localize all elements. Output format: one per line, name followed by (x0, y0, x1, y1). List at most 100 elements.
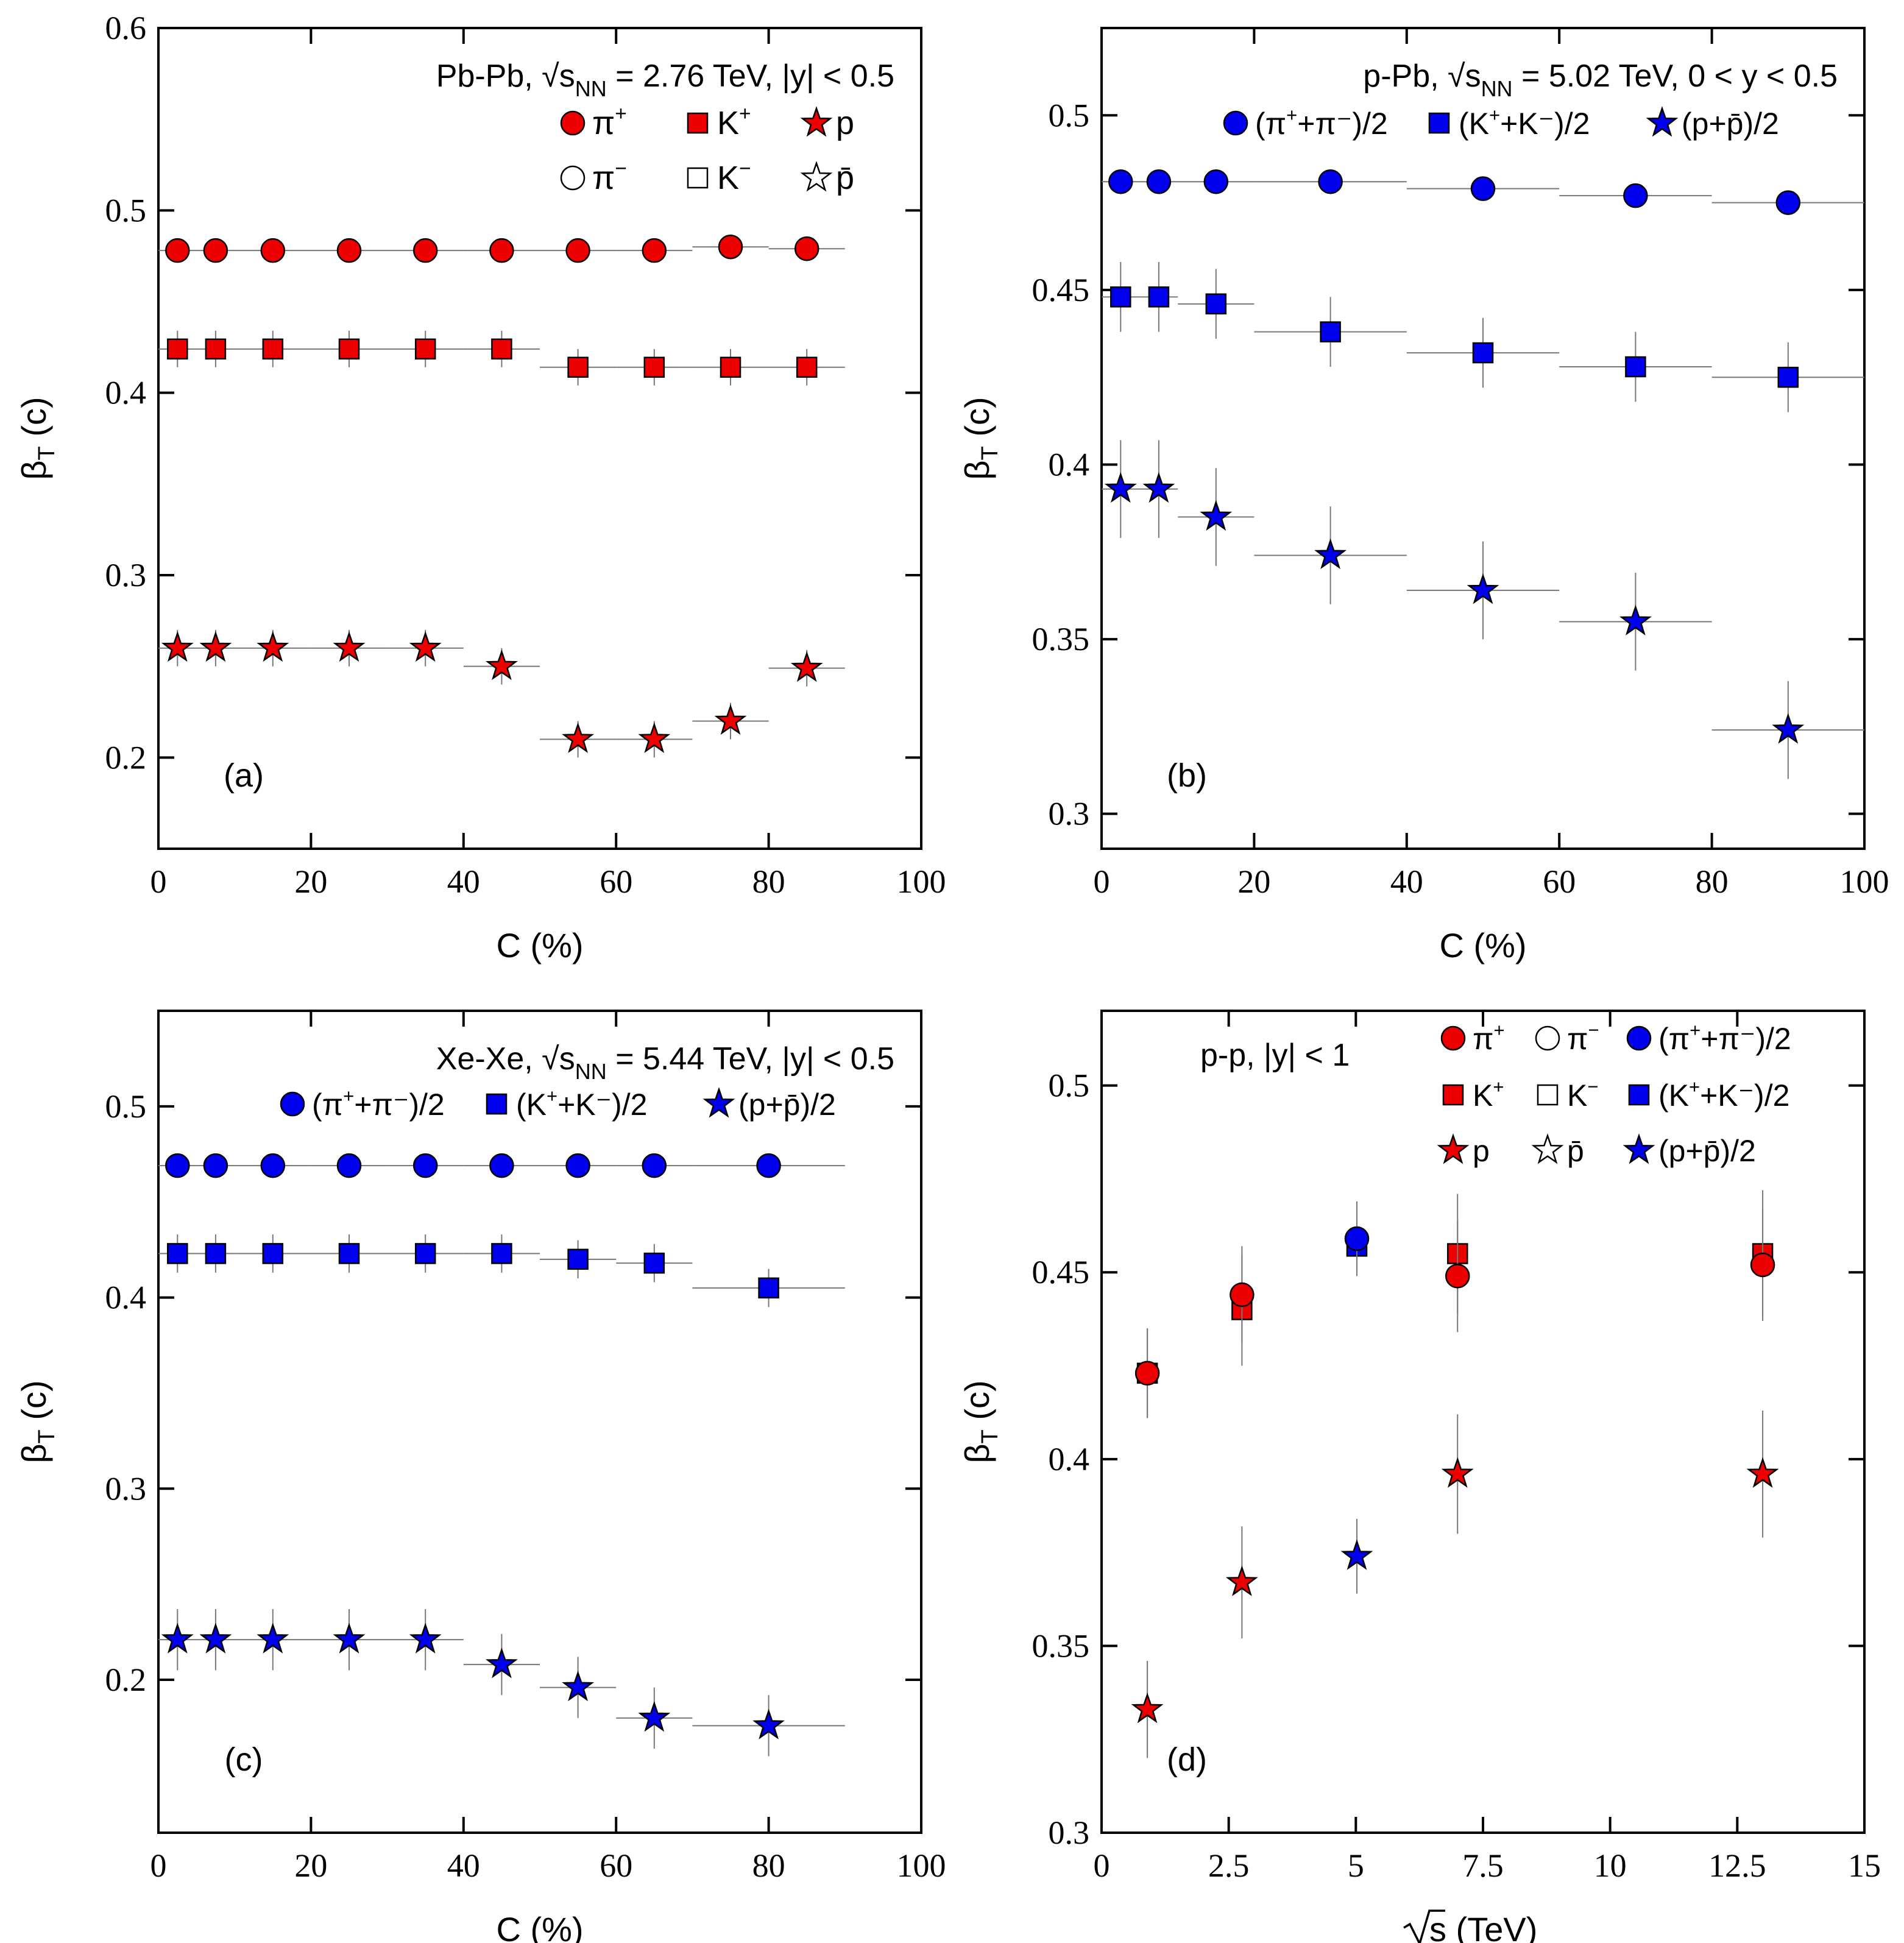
y-tick-label: 0.6 (105, 10, 147, 46)
data-point-star (161, 631, 194, 662)
system-annotation: Xe-Xe, √sNN = 5.44 TeV, |y| < 0.5 (436, 1041, 894, 1084)
data-point-star (752, 1708, 785, 1739)
legend-entry-label: π− (592, 157, 627, 196)
data-point-star (1467, 573, 1499, 604)
x-axis-label: C (%) (1439, 926, 1526, 964)
legend-entry-label: (K++K⁻)/2 (1658, 1076, 1789, 1113)
data-point-circle (1318, 169, 1343, 194)
data-point-star (638, 722, 671, 753)
x-tick-label: 0 (1094, 863, 1110, 900)
data-point-circle (642, 238, 667, 263)
legend-entry-label: K− (717, 157, 751, 196)
y-tick-label: 0.5 (1049, 97, 1090, 133)
plot-frame (1100, 27, 1866, 850)
x-tick-label: 7.5 (1462, 1847, 1504, 1884)
series-square-red (158, 330, 845, 386)
data-point-square (1205, 293, 1227, 315)
legend-marker-square (687, 112, 709, 134)
data-point-star (161, 1623, 194, 1654)
x-tick-label: 40 (447, 1847, 480, 1884)
x-tick-label: 40 (447, 863, 480, 900)
legend-marker-square (1628, 1084, 1650, 1106)
data-point-star (485, 1647, 518, 1679)
legend-marker-circle (560, 165, 586, 191)
legend-entry-label: K+ (717, 102, 751, 141)
data-point-circle (412, 238, 438, 263)
chart-panel-a: 0 20 40 60 80 100 0.2 0.3 0.4 0.5 0.6 C (%) βT (c) (a… (15, 10, 946, 964)
legend-marker-square (486, 1093, 508, 1115)
chart-panel-b: 0 20 40 60 80 100 0.3 0.35 0.4 0.45 0.5 C (%) βT (c)… (958, 27, 1889, 964)
legend-marker-square (687, 167, 709, 189)
data-point-star (199, 631, 232, 662)
data-point-circle (1445, 1264, 1470, 1289)
x-tick-label: 12.5 (1708, 1847, 1766, 1884)
legend-marker-star (1623, 1133, 1655, 1164)
data-point-star (333, 1623, 366, 1654)
series-square-red (1136, 1190, 1774, 1418)
data-point-circle (1750, 1252, 1775, 1278)
y-tick-label: 0.3 (1049, 796, 1090, 832)
legend-marker-circle (1626, 1025, 1652, 1051)
series-circle-blue (158, 1153, 845, 1178)
panel-label: (b) (1167, 757, 1207, 794)
data-point-circle (203, 1153, 228, 1178)
data-point-square (1148, 286, 1170, 308)
data-point-star (257, 631, 289, 662)
chart-panel-d: 0 2.5 5 7.5 10 12.5 15 0.3 0.35 0.4 0.45 0.5 s (TeV)… (958, 1010, 1881, 1943)
series-square-blue (158, 1234, 845, 1308)
legend: π+ π− (π++π⁻)/2 K+ K− (K++K⁻)/2 p p̄ (p+p̄)/2 (1437, 1019, 1791, 1168)
legend-entry-label: (p+p̄)/2 (738, 1088, 836, 1122)
y-axis-label: βT (c) (958, 397, 1003, 480)
data-point-star (409, 631, 442, 662)
data-point-circle (1470, 176, 1496, 201)
data-point-star (562, 722, 595, 753)
legend-entry-label: (π++π⁻)/2 (1255, 104, 1388, 141)
x-tick-label: 15 (1848, 1847, 1881, 1884)
system-annotation-text: p-Pb, √sNN = 5.02 TeV, 0 < y < 0.5 (1363, 58, 1838, 101)
y-axis-label: βT (c) (958, 1380, 1003, 1463)
data-point-star (1104, 472, 1137, 503)
data-point-circle (565, 238, 590, 263)
data-point-square (567, 356, 589, 378)
legend-entry-label: (K++K⁻)/2 (516, 1085, 647, 1122)
x-tick-label: 0 (1094, 1847, 1110, 1884)
x-tick-label: 60 (600, 1847, 632, 1884)
data-point-square (1472, 342, 1494, 364)
data-point-square (205, 1243, 227, 1264)
x-tick-label: 80 (1696, 863, 1729, 900)
data-point-circle (260, 1153, 286, 1178)
legend-entry-label: π+ (1473, 1019, 1505, 1056)
data-point-circle (1230, 1282, 1255, 1308)
panel-label: (c) (225, 1741, 263, 1778)
data-point-square (262, 1243, 284, 1264)
x-tick-label: 100 (897, 1847, 946, 1884)
series-circle-red (158, 234, 845, 263)
data-point-star (790, 651, 823, 682)
x-tick-label: 2.5 (1208, 1847, 1250, 1884)
data-point-circle (1344, 1226, 1370, 1251)
x-axis-label: s (TeV) (1403, 1909, 1537, 1943)
legend-entry-label: p̄ (1567, 1134, 1584, 1168)
data-point-star (1142, 472, 1175, 503)
series-star-red (1131, 1410, 1779, 1758)
data-point-star (199, 1623, 232, 1654)
legend-marker-square (1537, 1084, 1559, 1106)
legend-marker-circle (1440, 1025, 1466, 1051)
legend-marker-star (1531, 1133, 1564, 1164)
data-point-circle (165, 238, 190, 263)
data-point-circle (1134, 1361, 1160, 1386)
legend: (π++π⁻)/2 (K++K⁻)/2 (p+p̄)/2 (1223, 104, 1779, 141)
x-tick-label: 80 (752, 1847, 785, 1884)
y-tick-label: 0.3 (105, 557, 147, 593)
data-point-star (1772, 713, 1805, 744)
x-tick-label: 40 (1390, 863, 1423, 900)
legend-entry-label: (p+p̄)/2 (1658, 1134, 1756, 1168)
legend-marker-square (1428, 112, 1450, 134)
x-tick-label: 0 (150, 1847, 167, 1884)
data-point-square (338, 338, 360, 360)
series-circle-blue (1344, 1201, 1370, 1276)
data-point-star (638, 1701, 671, 1732)
data-point-circle (489, 238, 514, 263)
data-point-circle (794, 236, 819, 261)
data-point-square (414, 338, 436, 360)
